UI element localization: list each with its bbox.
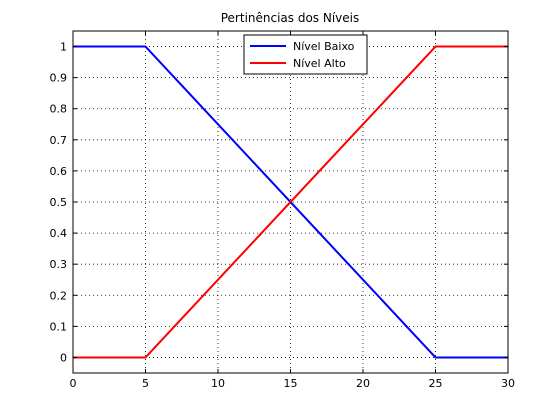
legend-label-nivel-baixo: Nível Baixo <box>293 40 355 53</box>
x-tick-label: 30 <box>501 377 515 390</box>
y-tick-label: 0.6 <box>50 165 68 178</box>
x-tick-label: 25 <box>429 377 443 390</box>
x-tick-label: 10 <box>211 377 225 390</box>
x-tick-label: 0 <box>70 377 77 390</box>
y-tick-label: 0.4 <box>50 227 68 240</box>
chart-title: Pertinências dos Níveis <box>221 11 360 25</box>
x-tick-label: 20 <box>356 377 370 390</box>
y-tick-label: 0.5 <box>50 196 68 209</box>
x-tick-label: 5 <box>142 377 149 390</box>
y-tick-label: 0.1 <box>50 320 68 333</box>
axis-ticks: 0 5 10 15 20 25 30 0 0.1 0.2 0.3 0.4 0.5 0.6 0.7 0.8 0.9… <box>50 31 515 390</box>
y-tick-label: 0.3 <box>50 258 68 271</box>
x-tick-label: 15 <box>284 377 298 390</box>
y-tick-label: 0.8 <box>50 103 68 116</box>
y-tick-label: 0.2 <box>50 289 68 302</box>
y-tick-label: 0 <box>60 351 67 364</box>
y-tick-label: 0.7 <box>50 134 68 147</box>
y-tick-label: 0.9 <box>50 72 68 85</box>
legend-label-nivel-alto: Nível Alto <box>293 57 346 70</box>
legend-box <box>243 34 368 75</box>
series-line-nivel-alto <box>73 45 508 359</box>
legend: Nível Baixo Nível Alto <box>243 34 368 75</box>
y-tick-label: 1 <box>60 41 67 54</box>
series-lines <box>73 45 508 359</box>
